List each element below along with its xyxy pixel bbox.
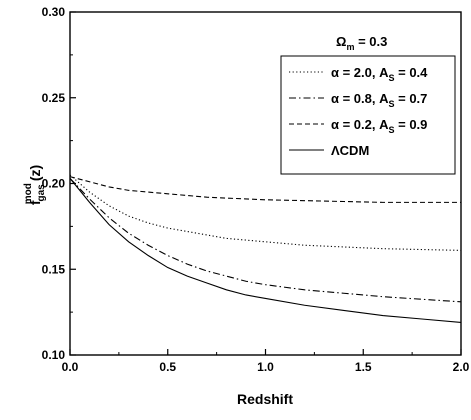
y-axis-label: fgasmod (z) xyxy=(23,165,47,205)
legend-box xyxy=(280,55,456,175)
legend-entries: α = 2.0, AS = 0.4 α = 0.8, AS = 0.7 α = 0.… xyxy=(289,65,428,158)
legend-header: Ωm = 0.3 xyxy=(336,34,387,52)
x-tick-label: 0.5 xyxy=(159,360,176,374)
x-tick-label: 0.0 xyxy=(62,360,79,374)
y-axis-label-suffix: (z) xyxy=(27,165,43,181)
legend-label-3: α = 0.2, AS = 0.9 xyxy=(331,117,427,135)
y-tick-label: 0.20 xyxy=(42,177,66,191)
legend: Ωm = 0.3 α = 2.0, AS = 0.4 α = 0.8, AS = … xyxy=(280,34,456,175)
plot-layer xyxy=(69,174,462,323)
y-tick-label: 0.25 xyxy=(42,91,66,105)
legend-label-2: α = 0.8, AS = 0.7 xyxy=(331,91,427,109)
legend-header-symbol: Ω xyxy=(336,34,346,49)
x-tick-label: 1.5 xyxy=(355,360,372,374)
y-tick-label: 0.15 xyxy=(42,262,66,276)
legend-label-1: α = 2.0, AS = 0.4 xyxy=(331,65,428,83)
x-tick-label: 2.0 xyxy=(453,360,470,374)
y-tick-label: 0.10 xyxy=(42,348,66,362)
svg-text:fgasmod(z): fgasmod (z) xyxy=(23,165,47,205)
x-tick-label: 1.0 xyxy=(257,360,274,374)
axis-ticks: 0.0 0.5 1.0 1.5 2.0 0.10 0.15 0.20 0.25 0.30 xyxy=(42,5,470,374)
series-line-4 xyxy=(69,178,462,323)
plot-area-frame xyxy=(69,11,462,356)
y-tick-label: 0.30 xyxy=(42,5,66,19)
series-line-3 xyxy=(69,176,461,203)
x-axis-label: Redshift xyxy=(237,391,293,407)
series-line-2 xyxy=(69,177,462,303)
series-line-1 xyxy=(69,174,462,251)
y-axis-label-subscript: gas xyxy=(36,184,47,202)
y-axis-label-superscript: mod xyxy=(23,183,34,204)
legend-header-subscript: m xyxy=(346,42,354,52)
legend-label-4: ΛCDM xyxy=(331,143,369,158)
legend-header-value: = 0.3 xyxy=(354,34,387,49)
y-axis-label-base: f xyxy=(27,200,43,205)
